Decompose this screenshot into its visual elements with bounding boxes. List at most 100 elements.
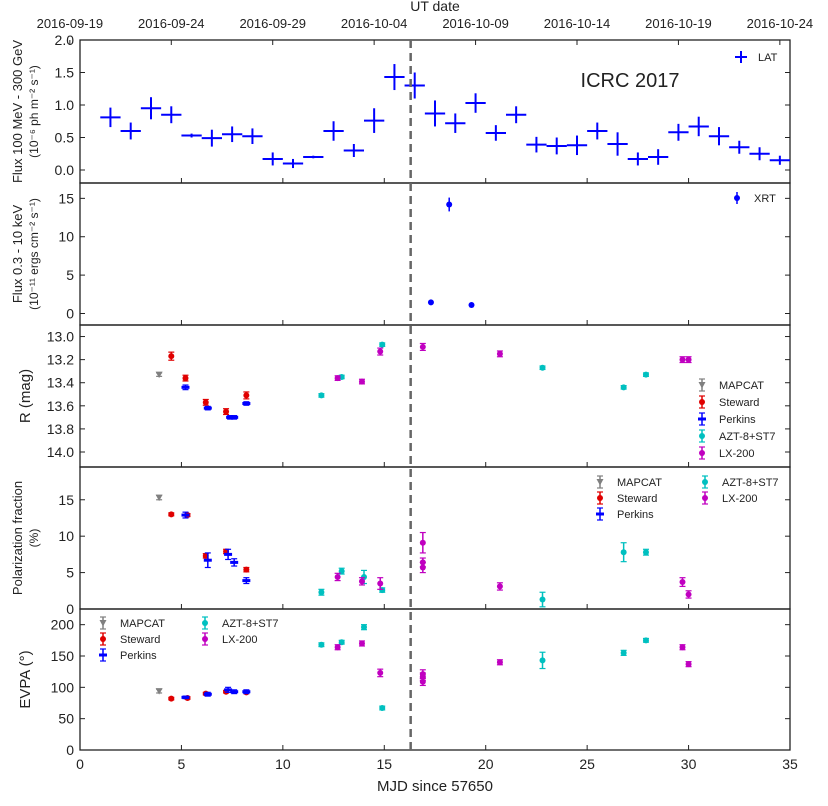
legend-marker bbox=[100, 636, 106, 642]
data-point bbox=[679, 644, 686, 651]
panel-lat: 0.0 0.5 1.0 1.5 2.0 Flux 100 MeV - 300 GeV (10… bbox=[10, 32, 791, 184]
legend-marker bbox=[202, 620, 208, 626]
y-tick-label: 10 bbox=[58, 528, 74, 544]
data-point bbox=[539, 364, 546, 371]
data-point bbox=[334, 644, 341, 651]
data-point bbox=[181, 513, 190, 517]
data-point bbox=[361, 624, 367, 631]
data-point bbox=[379, 341, 386, 348]
y-tick-label: 13.6 bbox=[47, 398, 74, 414]
data-point bbox=[379, 705, 386, 712]
top-axis-tick-label: 2016-10-14 bbox=[544, 16, 611, 31]
data-point bbox=[334, 375, 341, 382]
legend-marker bbox=[597, 495, 603, 501]
data-point bbox=[642, 371, 649, 378]
data-point bbox=[242, 402, 251, 406]
data-point bbox=[203, 558, 212, 562]
data-point bbox=[181, 695, 190, 699]
data-point bbox=[679, 356, 686, 363]
series-azt-8-st7 bbox=[318, 624, 649, 712]
legend: LAT bbox=[735, 51, 778, 64]
y-tick-label: 0 bbox=[66, 742, 74, 758]
annotation-text: ICRC 2017 bbox=[581, 70, 680, 92]
legend-marker bbox=[699, 433, 705, 439]
data-point bbox=[226, 415, 235, 419]
data-point bbox=[338, 568, 345, 575]
legend-marker bbox=[202, 636, 208, 642]
data-point bbox=[224, 688, 233, 692]
data-point bbox=[230, 690, 239, 694]
x-tick-label: 15 bbox=[376, 756, 392, 772]
legend-marker bbox=[99, 653, 107, 657]
y-tick-label: 14.0 bbox=[47, 444, 74, 460]
data-point bbox=[496, 583, 503, 590]
data-point bbox=[203, 406, 212, 410]
panel-polfrac: 0 5 10 15 Polarization fraction (%) MAPCAT Stew… bbox=[10, 466, 791, 617]
series-mapcat bbox=[155, 688, 163, 695]
legend: MAPCAT Steward Perkins AZT-8+ST7 LX-200 bbox=[698, 378, 776, 460]
y-tick-label: 100 bbox=[51, 679, 75, 695]
legend: MAPCAT Steward Perkins AZT-8+ST7 LX-200 bbox=[99, 616, 279, 662]
top-axis: 2016-09-19 2016-09-24 2016-09-29 2016-10-04… bbox=[37, 0, 813, 45]
y-tick-label: 0 bbox=[66, 601, 74, 617]
data-point bbox=[427, 299, 434, 306]
y-tick-label: 13.0 bbox=[47, 329, 74, 345]
y-tick-label: 10 bbox=[58, 229, 74, 245]
x-axis: 0 5 10 15 20 25 30 35 MJD since 57650 bbox=[76, 756, 798, 795]
x-tick-label: 25 bbox=[579, 756, 595, 772]
data-point bbox=[181, 385, 190, 389]
series-mapcat bbox=[155, 371, 163, 379]
legend-label: AZT-8+ST7 bbox=[222, 618, 279, 630]
y-tick-label: 50 bbox=[58, 711, 74, 727]
data-point bbox=[377, 580, 384, 587]
data-point bbox=[620, 649, 627, 656]
data-point bbox=[419, 343, 426, 350]
series-mapcat bbox=[155, 494, 163, 502]
data-point bbox=[203, 692, 212, 696]
legend-label: MAPCAT bbox=[617, 477, 662, 489]
legend-label: MAPCAT bbox=[120, 618, 165, 630]
y-tick-label: 2.0 bbox=[55, 32, 75, 48]
x-tick-label: 30 bbox=[681, 756, 697, 772]
legend-marker bbox=[698, 382, 706, 389]
legend-label: AZT-8+ST7 bbox=[719, 431, 776, 443]
y-axis-label: Flux 100 MeV - 300 GeV bbox=[10, 40, 25, 183]
top-axis-tick-label: 2016-09-29 bbox=[239, 16, 306, 31]
panel-frame bbox=[79, 466, 791, 610]
y-tick-label: 0.0 bbox=[55, 162, 75, 178]
legend-label: MAPCAT bbox=[719, 380, 764, 392]
y-tick-label: 5 bbox=[66, 565, 74, 581]
y-tick-label: 5 bbox=[66, 267, 74, 283]
legend-label: Steward bbox=[120, 634, 160, 646]
data-point bbox=[377, 669, 384, 676]
data-point bbox=[539, 657, 546, 664]
legend-marker bbox=[99, 620, 107, 627]
data-point bbox=[642, 549, 649, 556]
legend-marker bbox=[699, 399, 705, 405]
data-point bbox=[168, 511, 175, 518]
data-point bbox=[496, 350, 503, 357]
data-point bbox=[358, 578, 365, 585]
legend-marker bbox=[702, 479, 708, 485]
data-point bbox=[243, 392, 250, 399]
data-point bbox=[202, 399, 209, 406]
panel-xrt: 0 5 10 15 Flux 0.3 - 10 keV (10⁻¹¹ ergs cm⁻² … bbox=[10, 182, 791, 326]
data-point bbox=[182, 375, 189, 382]
legend-label: Perkins bbox=[719, 414, 756, 426]
series-perkins bbox=[181, 686, 251, 700]
data-point bbox=[419, 539, 426, 546]
legend: XRT bbox=[734, 192, 776, 205]
series-lx-200 bbox=[334, 640, 692, 687]
data-point bbox=[539, 596, 546, 603]
y-axis-label: R (mag) bbox=[17, 369, 34, 423]
series-lx-200 bbox=[334, 342, 692, 385]
panel-rmag: 13.0 13.2 13.4 13.6 13.8 14.0 R (mag) MAPCAT Ste… bbox=[17, 324, 791, 468]
data-point bbox=[419, 564, 426, 571]
y-tick-label: 13.4 bbox=[47, 375, 74, 391]
x-axis-label: MJD since 57650 bbox=[377, 778, 493, 795]
legend-label: Perkins bbox=[120, 650, 157, 662]
y-tick-label: 1.0 bbox=[55, 97, 75, 113]
series-lx-200 bbox=[334, 531, 692, 599]
